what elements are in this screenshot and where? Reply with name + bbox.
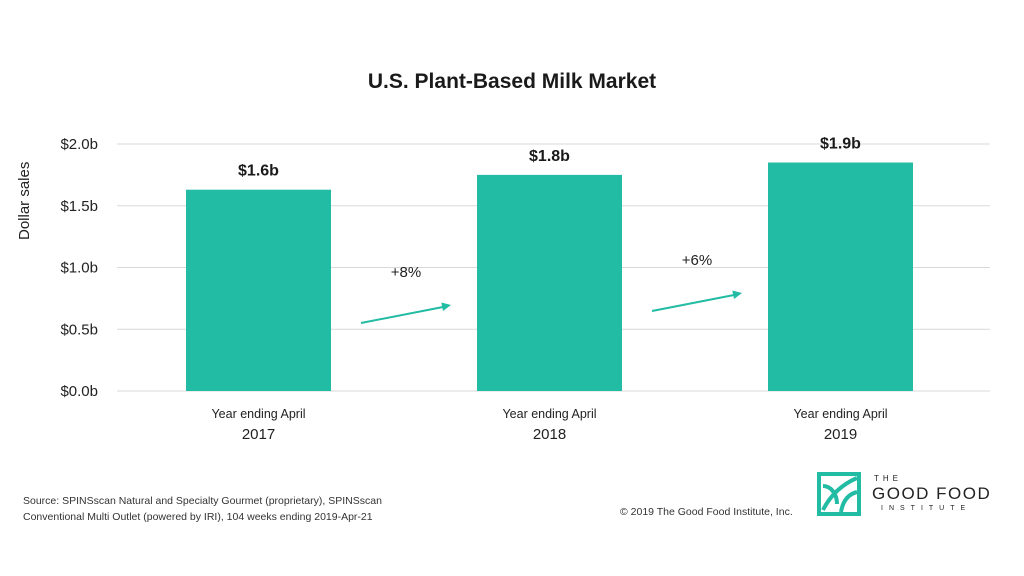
copyright-text: © 2019 The Good Food Institute, Inc. [620, 506, 793, 518]
x-tick-label: Year ending April [793, 407, 887, 421]
growth-label: +6% [682, 252, 712, 269]
x-tick-label-year: 2018 [533, 426, 566, 443]
logo-text-institute: INSTITUTE [881, 505, 972, 512]
growth-arrow [360, 306, 444, 324]
x-tick-label: Year ending April [211, 407, 305, 421]
y-tick-label: $0.0b [60, 383, 98, 400]
bar-chart: $0.0b $0.5b $1.0b $1.5b $2.0b $1.6b Year endin… [60, 136, 990, 443]
y-tick-label: $0.5b [60, 321, 98, 338]
y-tick-label: $2.0b [60, 136, 98, 153]
growth-arrow-head [732, 290, 742, 300]
x-tick-label-year: 2019 [824, 426, 857, 443]
x-tick-label: Year ending April [502, 407, 596, 421]
x-tick-label-year: 2017 [242, 426, 275, 443]
data-label: $1.6b [238, 163, 279, 180]
bar [186, 189, 331, 391]
growth-label: +8% [391, 264, 421, 281]
y-tick-label: $1.0b [60, 260, 98, 277]
y-tick-label: $1.5b [60, 198, 98, 215]
data-label: $1.9b [820, 136, 861, 153]
growth-arrow-head [441, 302, 451, 312]
leaf-square-icon [817, 472, 861, 516]
source-line-2: Conventional Multi Outlet (powered by IR… [23, 511, 373, 523]
logo-text-name: GOOD FOOD [872, 484, 992, 503]
source-note: Source: SPINSscan Natural and Specialty … [23, 493, 463, 525]
source-line-1: Source: SPINSscan Natural and Specialty … [23, 495, 382, 507]
data-label: $1.8b [529, 148, 570, 165]
chart-title: U.S. Plant-Based Milk Market [367, 70, 657, 93]
growth-arrow [651, 294, 735, 312]
bar [477, 174, 622, 391]
logo-text-the: THE [874, 474, 902, 483]
bar [768, 162, 913, 391]
